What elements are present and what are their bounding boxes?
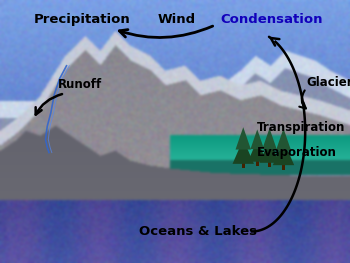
Text: Transpiration: Transpiration	[257, 121, 346, 134]
Polygon shape	[256, 156, 259, 166]
Polygon shape	[273, 140, 294, 165]
Polygon shape	[251, 129, 264, 149]
Polygon shape	[262, 128, 277, 149]
Text: Condensation: Condensation	[220, 13, 322, 26]
Polygon shape	[282, 158, 285, 170]
Polygon shape	[242, 157, 245, 168]
Text: Wind: Wind	[158, 13, 196, 26]
Text: Glaciers: Glaciers	[306, 76, 350, 89]
Polygon shape	[248, 140, 267, 162]
Polygon shape	[259, 140, 280, 163]
Text: Evaporation: Evaporation	[257, 146, 337, 159]
Polygon shape	[276, 129, 291, 151]
Text: Runoff: Runoff	[58, 78, 102, 91]
Polygon shape	[232, 139, 254, 164]
Polygon shape	[268, 156, 271, 167]
Polygon shape	[236, 127, 251, 150]
Text: Precipitation: Precipitation	[34, 13, 131, 26]
Text: Oceans & Lakes: Oceans & Lakes	[139, 225, 257, 238]
